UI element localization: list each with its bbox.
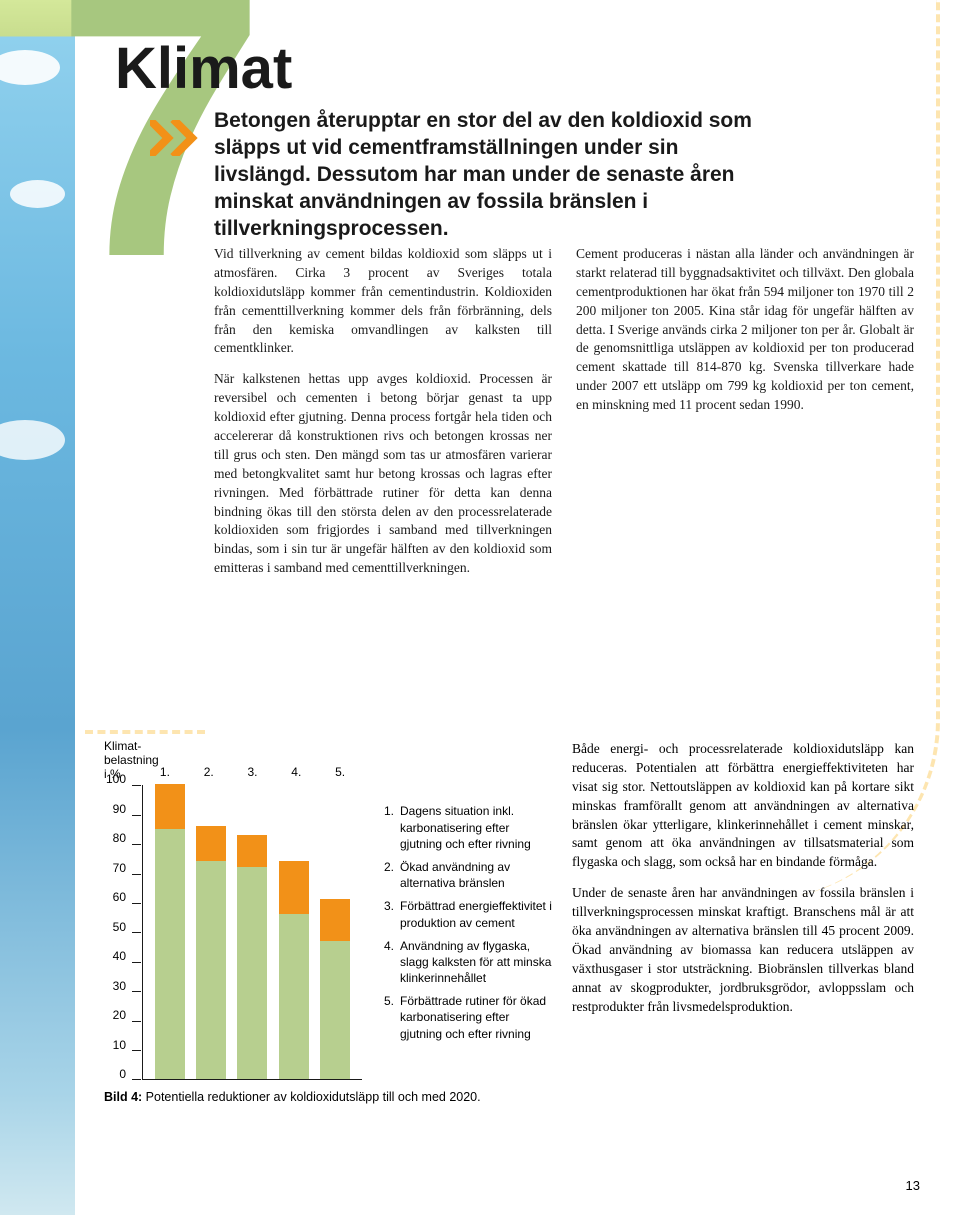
legend-text: Användning av flygaska, slagg kalksten f… xyxy=(400,938,552,987)
chart-caption: Bild 4: Potentiella reduktioner av koldi… xyxy=(104,1090,570,1104)
legend-number: 5. xyxy=(384,993,400,1042)
chart-y-ticks xyxy=(132,785,142,1080)
chevron-icon xyxy=(150,120,202,156)
legend-number: 4. xyxy=(384,938,400,987)
page-title: Klimat xyxy=(115,35,292,102)
bar-segment-bottom xyxy=(320,941,350,1080)
legend-text: Förbättrade rutiner för ökad karbonatise… xyxy=(400,993,552,1042)
cloud-shape xyxy=(0,420,65,460)
x-label: 5. xyxy=(335,765,345,779)
bar-segment-top xyxy=(279,861,309,914)
body-paragraph: Cement produceras i nästan alla länder o… xyxy=(576,245,914,415)
y-tick-mark xyxy=(132,874,141,875)
dashed-line-decoration xyxy=(85,730,205,734)
bar-segment-top xyxy=(155,784,185,828)
y-tick-mark xyxy=(132,844,141,845)
y-tick-mark xyxy=(132,991,141,992)
bar xyxy=(155,784,185,1079)
intro-paragraph: Betongen återupptar en stor del av den k… xyxy=(214,108,754,242)
y-tick-mark xyxy=(132,932,141,933)
bar xyxy=(237,835,267,1080)
bar-segment-top xyxy=(320,899,350,940)
legend-item: 1.Dagens situation inkl. karbonatisering… xyxy=(384,803,552,852)
body-paragraph: Under de senaste åren har användningen a… xyxy=(572,884,914,1016)
legend-number: 3. xyxy=(384,898,400,930)
y-tick-mark xyxy=(132,1021,141,1022)
x-label: 4. xyxy=(291,765,301,779)
body-paragraph: När kalkstenen hettas upp avges koldioxi… xyxy=(214,370,552,578)
bar xyxy=(279,861,309,1079)
legend-text: Förbättrad energieffektivitet i produkti… xyxy=(400,898,552,930)
body-columns: Vid tillverkning av cement bildas koldio… xyxy=(214,245,914,578)
x-label: 2. xyxy=(204,765,214,779)
y-tick-mark xyxy=(132,785,141,786)
y-tick-mark xyxy=(132,1050,141,1051)
bar xyxy=(196,826,226,1080)
bar xyxy=(320,899,350,1079)
y-tick-mark xyxy=(132,1079,141,1080)
chart-x-labels: 1. 2. 3. 4. 5. xyxy=(143,765,362,779)
bar-segment-bottom xyxy=(237,867,267,1079)
body-paragraph: Både energi- och processrelaterade koldi… xyxy=(572,740,914,872)
legend-number: 1. xyxy=(384,803,400,852)
x-label: 1. xyxy=(160,765,170,779)
legend-text: Ökad användning av alternativa bränslen xyxy=(400,859,552,891)
chart-y-axis: 1009080706050403020100 xyxy=(100,785,132,1080)
bar-segment-top xyxy=(196,826,226,861)
y-tick-mark xyxy=(132,962,141,963)
legend-item: 5.Förbättrade rutiner för ökad karbonati… xyxy=(384,993,552,1042)
legend-item: 4.Användning av flygaska, slagg kalksten… xyxy=(384,938,552,987)
chart-block: Klimat- belastning i % 10090807060504030… xyxy=(100,740,570,1104)
legend-text: Dagens situation inkl. karbonatisering e… xyxy=(400,803,552,852)
page-number: 13 xyxy=(906,1178,920,1193)
body-column-right: Både energi- och processrelaterade koldi… xyxy=(572,740,914,1028)
legend-item: 3.Förbättrad energieffektivitet i produk… xyxy=(384,898,552,930)
bar-segment-bottom xyxy=(279,914,309,1079)
chart-plot-area: 1.2.3.4.5. xyxy=(142,785,362,1080)
bar-segment-top xyxy=(237,835,267,867)
y-tick-mark xyxy=(132,903,141,904)
chart-legend: 1.Dagens situation inkl. karbonatisering… xyxy=(362,785,552,1080)
legend-item: 2.Ökad användning av alternativa bränsle… xyxy=(384,859,552,891)
y-tick-mark xyxy=(132,815,141,816)
bar-segment-bottom xyxy=(196,861,226,1079)
x-label: 3. xyxy=(247,765,257,779)
bar-segment-bottom xyxy=(155,829,185,1080)
legend-number: 2. xyxy=(384,859,400,891)
cloud-shape xyxy=(0,50,60,85)
